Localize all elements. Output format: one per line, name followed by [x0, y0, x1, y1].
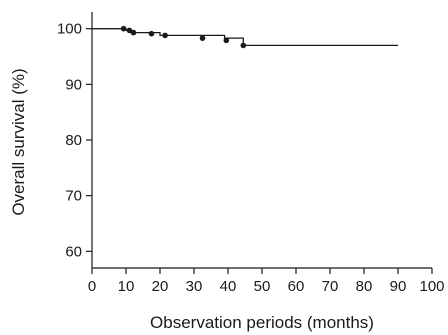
axes-layer: 60 70 80 90 100 0 10 20 30 40 50 60 70 80 90 100 [57, 12, 445, 295]
x-tick-label: 90 [390, 278, 407, 295]
x-tick-label: 70 [322, 278, 339, 295]
censor-mark [126, 27, 133, 34]
censor-mark [199, 35, 206, 41]
x-tick-label: 10 [118, 278, 135, 295]
plot-layer [92, 25, 398, 49]
x-tick-label: 40 [220, 278, 237, 295]
y-tick-label: 70 [65, 188, 82, 205]
censor-mark [240, 42, 247, 49]
x-tick-label: 0 [88, 278, 96, 295]
x-tick-label: 50 [254, 278, 271, 295]
x-axis-title: Observation periods (months) [150, 313, 374, 332]
y-tick-label: 100 [57, 21, 82, 38]
survival-curve [92, 28, 398, 47]
x-tick-label: 20 [152, 278, 169, 295]
censor-mark [223, 37, 230, 44]
censor-mark [120, 25, 127, 32]
y-tick-label: 90 [65, 76, 82, 93]
y-tick-label: 80 [65, 132, 82, 149]
x-tick-label: 80 [356, 278, 373, 295]
y-axis-title: Overall survival (%) [9, 68, 28, 215]
y-tick-label: 60 [65, 243, 82, 260]
x-tick-label: 100 [419, 278, 444, 295]
censor-mark [162, 32, 168, 39]
censor-mark [130, 29, 137, 36]
x-tick-label: 30 [186, 278, 203, 295]
x-tick-label: 60 [288, 278, 305, 295]
censor-mark [148, 30, 155, 37]
